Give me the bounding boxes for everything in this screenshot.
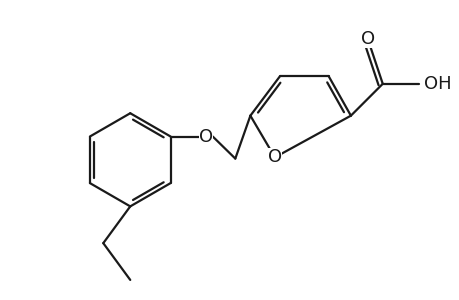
Text: O: O (360, 30, 374, 48)
Text: OH: OH (424, 75, 451, 93)
Text: O: O (198, 128, 213, 146)
Text: O: O (267, 148, 281, 166)
